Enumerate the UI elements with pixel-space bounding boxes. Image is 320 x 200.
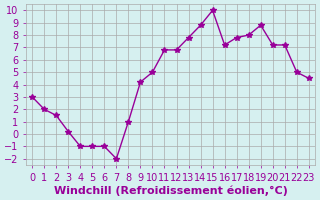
X-axis label: Windchill (Refroidissement éolien,°C): Windchill (Refroidissement éolien,°C): [53, 185, 287, 196]
